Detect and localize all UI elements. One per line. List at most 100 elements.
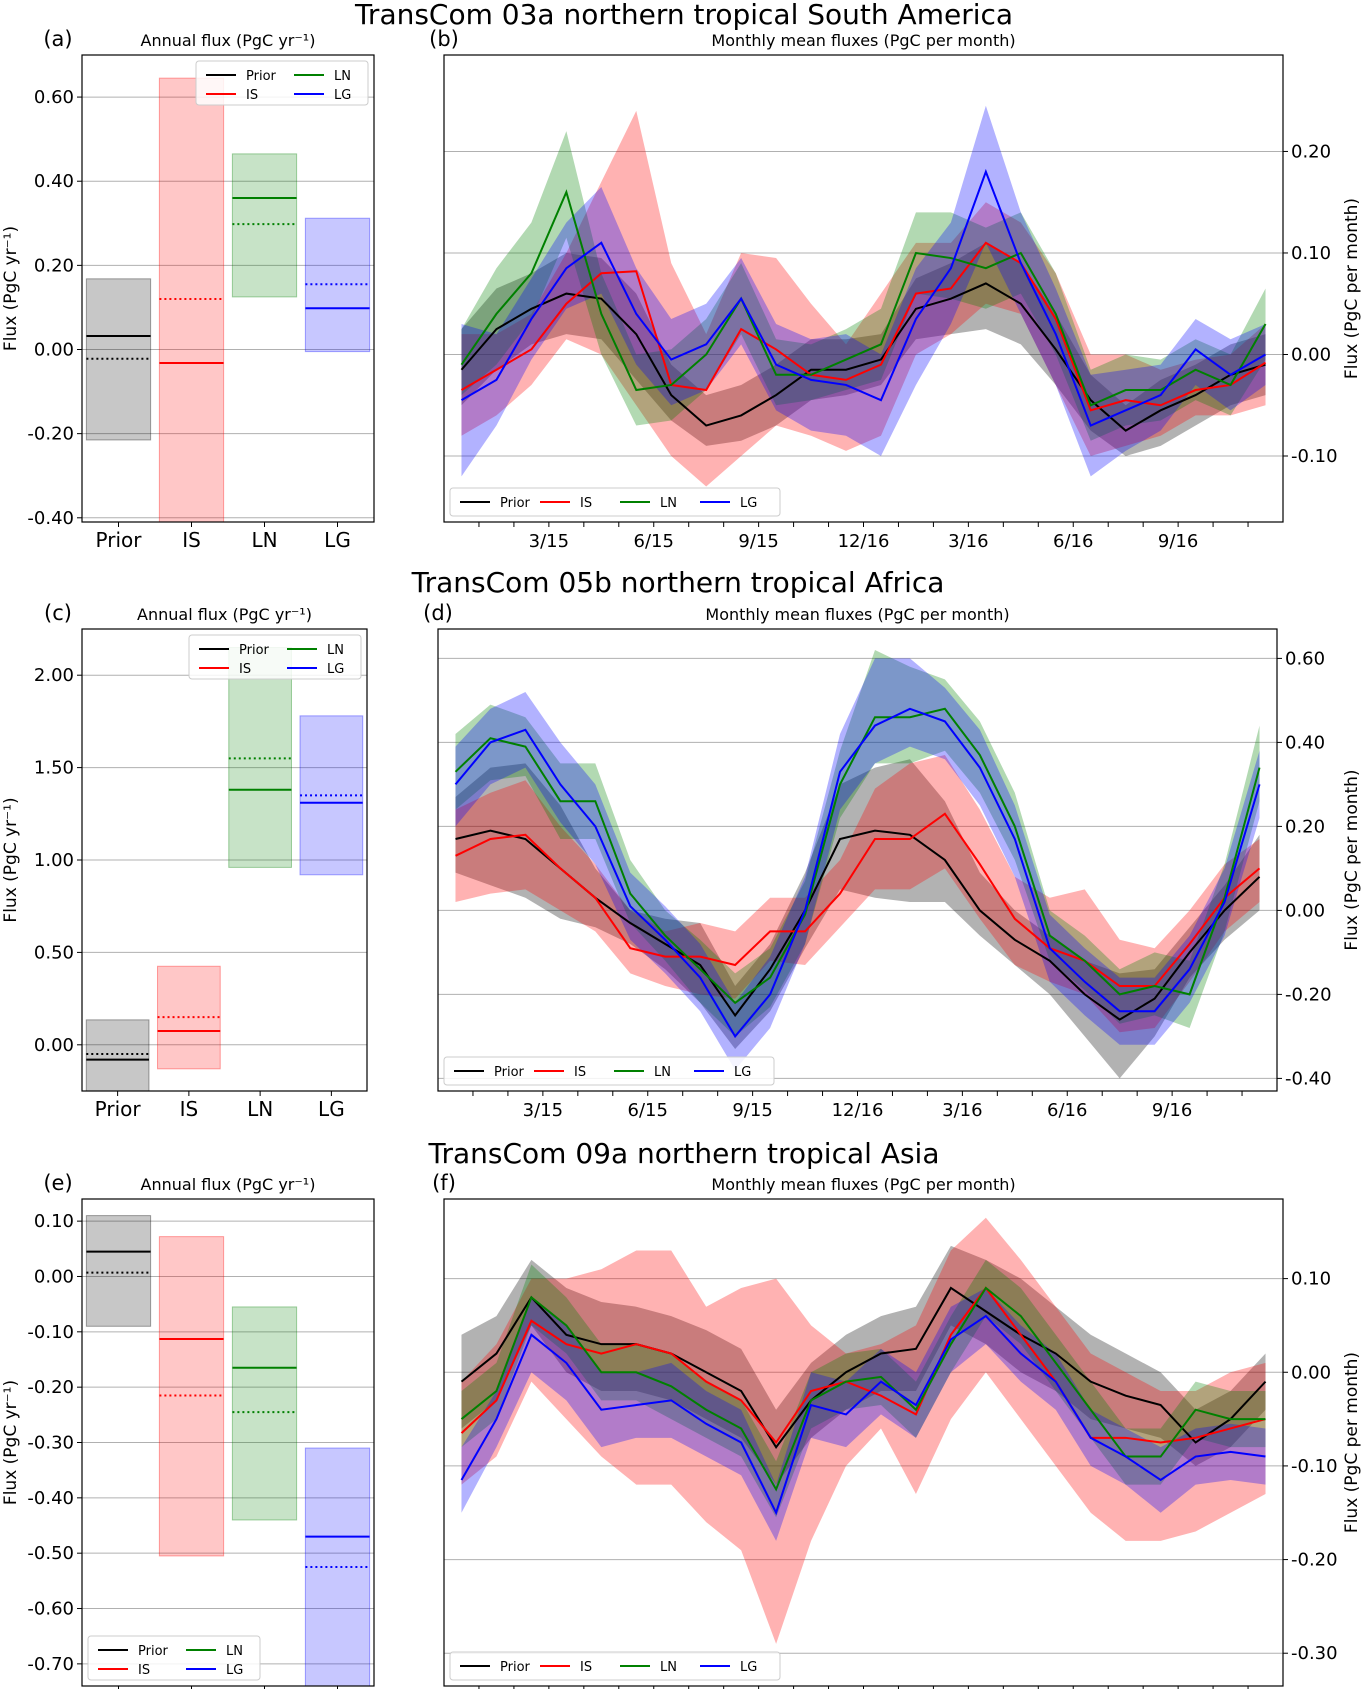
panel-subtitle: Monthly mean fluxes (PgC per month) bbox=[711, 31, 1015, 50]
panel-subtitle: Annual flux (PgC yr⁻¹) bbox=[141, 1175, 316, 1194]
y-tick-label: 0.60 bbox=[34, 87, 74, 108]
legend: Prior IS LN LG bbox=[87, 1635, 261, 1681]
x-tick-label: 9/15 bbox=[732, 1100, 772, 1121]
legend-label-lg: LG bbox=[734, 1065, 751, 1080]
range-bar-prior bbox=[85, 278, 152, 441]
y-axis-title: Flux (PgC yr⁻¹) bbox=[1, 797, 21, 922]
range-bar-lg bbox=[304, 217, 371, 353]
y-axis-title: Flux (PgC yr⁻¹) bbox=[1, 226, 21, 351]
y-tick-label: 0.50 bbox=[34, 942, 74, 963]
series-line-prior bbox=[460, 282, 1266, 432]
monthly-panel: 3/156/159/1512/163/166/169/16-0.30-0.20-… bbox=[432, 1171, 1362, 1689]
y-tick-label: 0.60 bbox=[1285, 648, 1325, 669]
legend-box bbox=[195, 60, 369, 106]
category-label: LN bbox=[247, 1097, 273, 1121]
legend-label-ln: LN bbox=[654, 1065, 671, 1080]
category-label: LN bbox=[251, 528, 277, 552]
range-bar-is bbox=[158, 1236, 225, 1557]
y-tick-label: 0.00 bbox=[34, 1266, 74, 1287]
y-tick-label: -0.60 bbox=[27, 1599, 74, 1620]
legend: Prior IS LN LG bbox=[449, 487, 781, 517]
annual-panel: -0.70 -0.60 -0.50 -0.40 -0.30 -0.20 -0.10 0.00 0… bbox=[1, 1171, 375, 1689]
legend-label-prior: Prior bbox=[138, 1644, 169, 1659]
range-bar-prior bbox=[85, 1019, 150, 1092]
y-tick-label: -0.10 bbox=[1291, 446, 1338, 467]
uncertainty-band-lg bbox=[461, 105, 1266, 477]
uncertainty-band-is bbox=[461, 110, 1266, 487]
panel-letter: (b) bbox=[429, 27, 459, 51]
series-line-is bbox=[460, 1286, 1266, 1445]
panel-letter: (c) bbox=[44, 601, 72, 625]
uncertainty-band-prior bbox=[461, 1245, 1266, 1485]
x-tick-label: 3/16 bbox=[948, 531, 988, 552]
legend-box bbox=[87, 1635, 261, 1681]
uncertainty-band-is bbox=[455, 755, 1260, 1033]
legend-label-is: IS bbox=[574, 1065, 586, 1080]
range-bar-ln bbox=[231, 153, 298, 298]
y-tick-label: -0.30 bbox=[1291, 1643, 1338, 1664]
legend: Prior IS LN LG bbox=[188, 634, 362, 680]
legend-label-lg: LG bbox=[740, 1660, 757, 1675]
range-bar-lg bbox=[304, 1447, 371, 1687]
y-axis-title: Flux (PgC per month) bbox=[1342, 198, 1362, 379]
range-bar-prior bbox=[85, 1215, 152, 1327]
legend: Prior IS LN LG bbox=[195, 60, 369, 106]
y-tick-label: 0.00 bbox=[34, 340, 74, 361]
panel-subtitle: Annual flux (PgC yr⁻¹) bbox=[141, 31, 316, 50]
legend-label-ln: LN bbox=[660, 496, 677, 511]
monthly-panel: 3/15 6/15 9/15 12/16 3/16 6/16 9/16 -0.10 0.00 0.… bbox=[429, 27, 1362, 552]
series-line-ln bbox=[460, 189, 1267, 407]
legend-label-is: IS bbox=[246, 88, 258, 103]
x-tick-label: 12/16 bbox=[832, 1100, 884, 1121]
plot-area bbox=[460, 1217, 1267, 1644]
x-tick-label: 3/15 bbox=[529, 531, 569, 552]
category-label: LG bbox=[324, 528, 351, 552]
range-bar-is bbox=[158, 77, 225, 523]
uncertainty-band-is bbox=[461, 1217, 1266, 1644]
panel-letter: (a) bbox=[43, 27, 72, 51]
legend-label-prior: Prior bbox=[500, 496, 531, 511]
series-line-is bbox=[455, 812, 1261, 987]
y-tick-label: 0.10 bbox=[1291, 243, 1331, 264]
legend-box bbox=[443, 1056, 775, 1086]
y-tick-label: 2.00 bbox=[34, 665, 74, 686]
legend-label-ln: LN bbox=[334, 69, 351, 84]
legend-label-lg: LG bbox=[327, 662, 344, 677]
x-tick-label: 9/16 bbox=[1158, 531, 1198, 552]
series-line-is bbox=[460, 241, 1267, 412]
uncertainty-band-lg bbox=[461, 1287, 1266, 1541]
legend-label-is: IS bbox=[239, 662, 251, 677]
y-tick-label: 0.10 bbox=[34, 1211, 74, 1232]
plot-frame bbox=[81, 54, 375, 523]
legend: Prior IS LN LG bbox=[443, 1056, 775, 1086]
y-tick-label: 0.20 bbox=[1285, 816, 1325, 837]
y-tick-label: -0.40 bbox=[1285, 1068, 1332, 1089]
legend-box bbox=[449, 487, 781, 517]
range-bar-ln bbox=[231, 1306, 298, 1521]
legend-label-ln: LN bbox=[660, 1660, 677, 1675]
x-tick-label: 9/15 bbox=[738, 531, 778, 552]
legend: Prior IS LN LG bbox=[449, 1651, 781, 1681]
panel-subtitle: Monthly mean fluxes (PgC per month) bbox=[711, 1175, 1015, 1194]
legend-label-lg: LG bbox=[226, 1663, 243, 1678]
category-label: IS bbox=[182, 528, 201, 552]
monthly-panel: 3/15 6/15 9/15 12/16 3/16 6/16 9/16 -0.40 -0.20 0… bbox=[423, 601, 1362, 1121]
y-tick-label: 0.00 bbox=[34, 1035, 74, 1056]
series-line-ln bbox=[454, 707, 1261, 1005]
y-tick-label: 1.50 bbox=[34, 758, 74, 779]
plot-area bbox=[460, 105, 1267, 487]
legend-label-prior: Prior bbox=[239, 643, 270, 658]
y-tick-label: -0.10 bbox=[27, 1322, 74, 1343]
y-tick-label: -0.20 bbox=[1291, 1550, 1338, 1571]
y-axis-title: Flux (PgC yr⁻¹) bbox=[1, 1380, 21, 1505]
panel-subtitle: Annual flux (PgC yr⁻¹) bbox=[137, 605, 312, 624]
y-tick-label: -0.30 bbox=[27, 1433, 74, 1454]
y-tick-label: -0.40 bbox=[27, 1488, 74, 1509]
panel-letter: (d) bbox=[423, 601, 453, 625]
legend-label-prior: Prior bbox=[494, 1065, 525, 1080]
legend-box bbox=[188, 634, 362, 680]
y-tick-label: 1.00 bbox=[34, 850, 74, 871]
series-line-lg bbox=[454, 707, 1261, 1039]
legend-label-ln: LN bbox=[327, 643, 344, 658]
